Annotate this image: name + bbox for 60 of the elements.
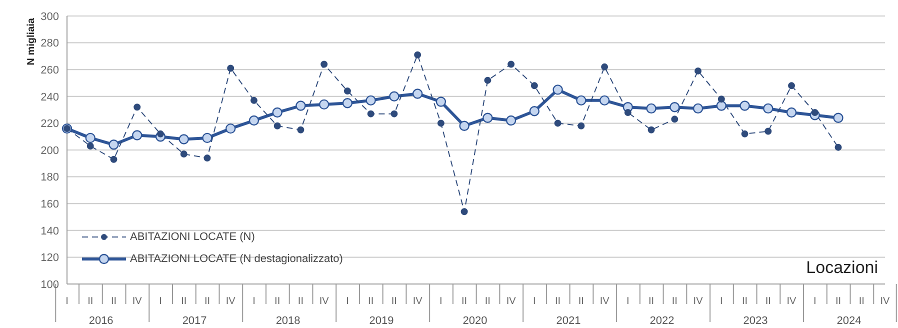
- x-tick-label: II: [765, 296, 771, 307]
- x-tick-label: II: [555, 296, 561, 307]
- text: 2020: [462, 315, 488, 327]
- x-tick-label: II: [368, 296, 374, 307]
- text: 2018: [276, 315, 300, 327]
- x-tick-label: IV: [226, 296, 236, 307]
- x-tick-label: II: [88, 296, 94, 307]
- x-tick-label: I: [720, 296, 723, 307]
- text: 2024: [836, 315, 862, 327]
- x-tick-label: II: [298, 296, 304, 307]
- x-tick-label: IV: [786, 296, 797, 307]
- y-tick-label: 300: [40, 10, 59, 23]
- text: 2023: [743, 315, 768, 327]
- y-tick-label: 180: [40, 172, 59, 184]
- x-tick-label: IV: [600, 296, 610, 307]
- y-tick-label: 220: [40, 118, 59, 130]
- x-tick-label: I: [346, 296, 349, 307]
- x-tick-label: I: [66, 296, 68, 307]
- x-tick-label: II: [742, 296, 748, 307]
- x-tick-label: IV: [412, 296, 423, 307]
- x-tick-label: II: [672, 296, 678, 307]
- x-tick-label: II: [835, 296, 842, 307]
- x-tick-label: II: [181, 296, 187, 307]
- legend-label: ABITAZIONI LOCATE (N): [130, 231, 255, 243]
- x-tick-label: IV: [880, 296, 890, 307]
- text: 2016: [88, 315, 114, 327]
- x-tick-label: I: [533, 296, 536, 307]
- y-tick-label: 280: [40, 38, 59, 50]
- x-tick-label: II: [391, 296, 397, 307]
- x-tick-label: IV: [319, 296, 330, 307]
- text: Locazioni: [806, 258, 878, 278]
- x-tick-label: II: [578, 296, 584, 307]
- x-tick-label: II: [648, 296, 654, 307]
- y-tick-label: 160: [40, 198, 59, 211]
- y-tick-label: 120: [40, 252, 59, 264]
- x-tick-label: I: [813, 296, 816, 307]
- text: 2022: [650, 315, 674, 327]
- x-tick-label: I: [159, 296, 162, 307]
- x-tick-label: I: [440, 296, 442, 307]
- x-tick-label: II: [858, 296, 864, 307]
- x-tick-label: II: [462, 296, 468, 307]
- text: 2021: [556, 315, 581, 327]
- legend-label: ABITAZIONI LOCATE (N destagionalizzato): [130, 253, 343, 265]
- x-tick-label: IV: [693, 296, 704, 307]
- x-tick-label: II: [274, 296, 280, 307]
- x-tick-label: II: [204, 296, 210, 307]
- x-tick-label: I: [626, 296, 630, 307]
- x-tick-label: IV: [132, 296, 142, 307]
- y-tick-label: 140: [40, 225, 59, 238]
- y-tick-label: 200: [40, 144, 59, 157]
- text: 2017: [182, 315, 207, 327]
- y-tick-label: 260: [40, 64, 59, 77]
- y-tick-label: 100: [40, 278, 59, 291]
- x-tick-label: II: [110, 296, 117, 307]
- y-axis-title: N migliaia: [26, 18, 37, 66]
- y-tick-label: 240: [40, 91, 59, 104]
- text: 2019: [369, 315, 394, 327]
- x-tick-label: II: [484, 296, 490, 307]
- x-tick-label: IV: [506, 296, 516, 307]
- x-tick-label: I: [252, 296, 256, 307]
